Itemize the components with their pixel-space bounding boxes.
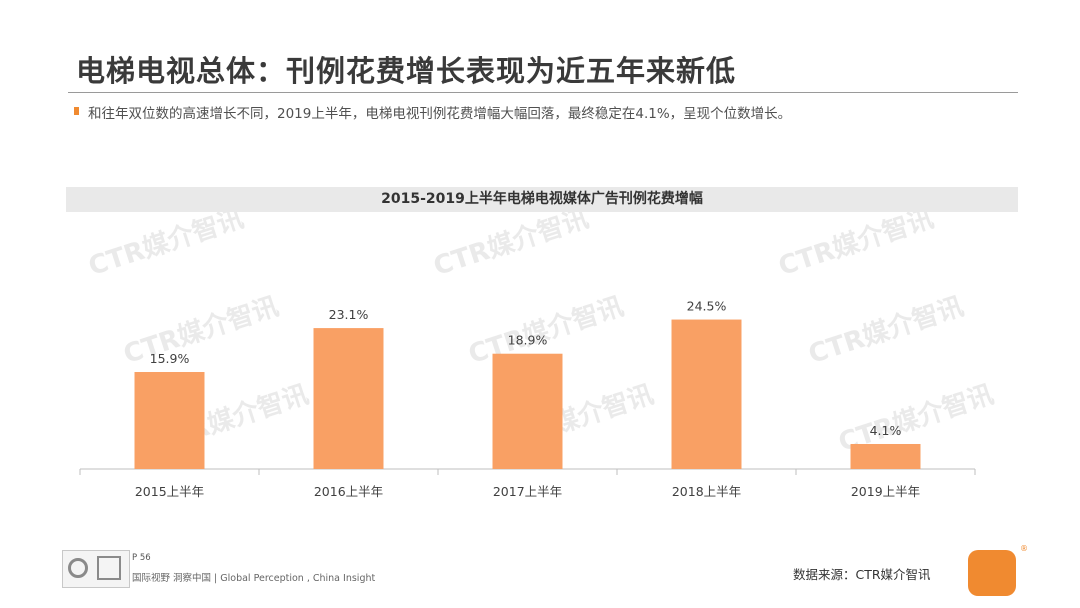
x-tick-label: 2016上半年 <box>314 484 383 499</box>
bar <box>313 328 384 469</box>
footer-tagline: 国际视野 洞察中国 | Global Perception , China In… <box>132 573 376 584</box>
data-source: 数据来源：CTR媒介智讯 <box>793 567 931 582</box>
bullet-icon <box>74 107 79 115</box>
summary-text: 和往年双位数的高速增长不同，2019上半年，电梯电视刊例花费增幅大幅回落，最终稳… <box>88 106 792 122</box>
page-title: 电梯电视总体：刊例花费增长表现为近五年来新低 <box>76 54 737 88</box>
certification-logo <box>62 550 130 588</box>
data-label: 15.9% <box>150 351 190 366</box>
data-label: 18.9% <box>508 333 548 348</box>
title-divider <box>68 92 1018 93</box>
data-label: 4.1% <box>870 423 902 438</box>
data-label: 24.5% <box>687 299 727 314</box>
bar <box>492 353 563 469</box>
chart-title-band: 2015-2019上半年电梯电视媒体广告刊例花费增幅 <box>66 187 1018 212</box>
chart-title: 2015-2019上半年电梯电视媒体广告刊例花费增幅 <box>381 191 703 207</box>
registered-mark: ® <box>1020 544 1028 553</box>
x-tick-label: 2017上半年 <box>493 484 562 499</box>
seal-icon <box>68 558 88 578</box>
x-tick-label: 2018上半年 <box>672 484 741 499</box>
bar <box>850 443 921 469</box>
ctr-logo <box>968 550 1016 596</box>
data-label: 23.1% <box>329 307 369 322</box>
x-tick-label: 2015上半年 <box>135 484 204 499</box>
x-tick-label: 2019上半年 <box>851 484 920 499</box>
page-number: P 56 <box>132 553 151 563</box>
badge-icon <box>97 556 121 580</box>
bar <box>671 319 742 469</box>
bar <box>134 372 205 469</box>
